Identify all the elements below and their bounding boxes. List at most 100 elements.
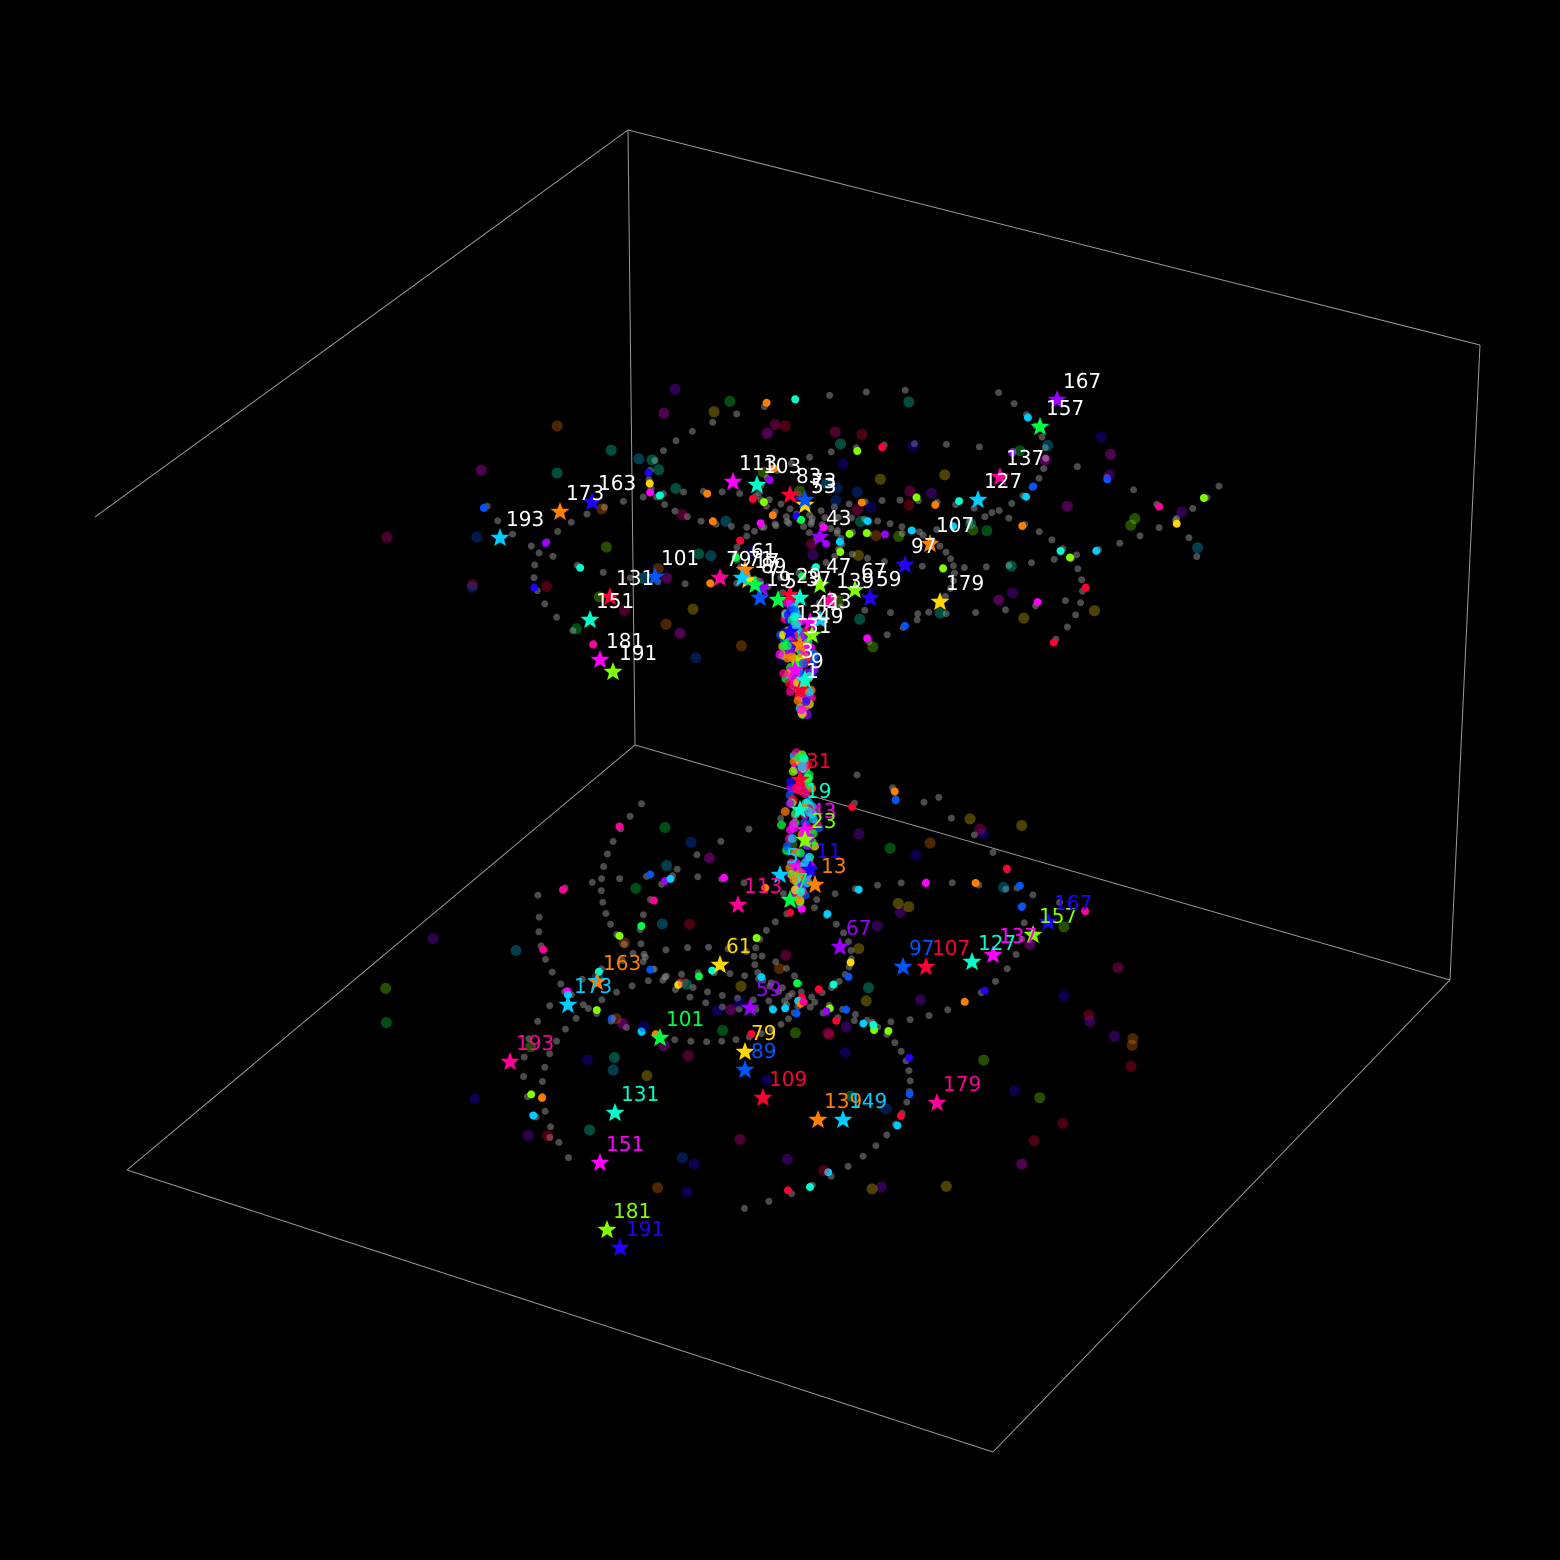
upper-label-59: 59: [876, 567, 901, 591]
lower-haze-34: [1112, 962, 1124, 974]
lower-point-0-15: [896, 1111, 905, 1120]
upper-trail-1-21: [1038, 433, 1046, 441]
lower-haze-76: [924, 837, 936, 849]
lower-trail-4-13: [620, 940, 628, 948]
upper-haze-11: [779, 420, 791, 432]
upper-haze-76: [769, 419, 781, 431]
lower-star-5: [770, 865, 790, 884]
upper-haze-40: [600, 541, 612, 553]
lower-trail-5-20: [948, 879, 956, 887]
upper-trail-2-1: [800, 523, 807, 530]
lower-star-179: [927, 1093, 947, 1112]
lower-point-0-21: [824, 1168, 833, 1177]
lower-trail-6-16: [572, 1014, 580, 1022]
upper-trail-4-16: [815, 599, 823, 607]
lower-trail-4-25: [638, 800, 645, 808]
lower-label-157: 157: [1039, 904, 1077, 928]
upper-trail-6-2: [786, 505, 794, 513]
upper-stem-84: [809, 664, 819, 674]
upper-stem-139: [787, 652, 797, 662]
upper-trail-2-8: [881, 558, 888, 565]
upper-trail-5-25: [1193, 553, 1201, 561]
upper-haze-30: [821, 477, 832, 489]
upper-point-5-13: [878, 443, 887, 452]
upper-trail-8-1: [808, 515, 816, 522]
lower-haze-27: [871, 920, 883, 932]
lower-point-8-24: [559, 885, 567, 894]
lower-trail-8-22: [616, 875, 624, 883]
lower-haze-33: [682, 1050, 694, 1062]
upper-point-7-9: [931, 500, 940, 509]
lower-trail-3-14: [639, 911, 647, 919]
upper-trail-4-21: [942, 610, 950, 618]
lower-trail-8-13: [811, 904, 818, 912]
lower-label-109: 109: [769, 1067, 807, 1091]
lower-trail-7-4: [783, 964, 790, 972]
upper-star-127: [968, 490, 988, 509]
lower-trail-3-21: [777, 814, 785, 822]
upper-point-3-22: [791, 395, 800, 404]
upper-star-113: [723, 472, 743, 491]
lower-point-0-5: [859, 1019, 868, 1028]
lower-haze-40: [618, 937, 630, 949]
lower-point-6-4: [757, 973, 766, 982]
lower-trail-8-17: [740, 879, 748, 887]
lower-haze-42: [717, 1024, 729, 1036]
upper-point-6-8: [703, 489, 712, 498]
upper-trail-8-10: [919, 531, 927, 539]
lower-label-31: 31: [806, 749, 831, 773]
lower-trail-1-22: [947, 814, 955, 822]
lower-label-151: 151: [606, 1132, 644, 1156]
upper-trail-7-24: [1063, 623, 1071, 631]
upper-trail-6-11: [639, 493, 647, 501]
lower-haze-43: [734, 1133, 746, 1145]
lower-trail-6-13: [613, 988, 621, 996]
lower-trail-1-23: [920, 798, 928, 806]
upper-trail-4-2: [771, 520, 779, 528]
box-edge-7: [992, 979, 1451, 1453]
axes-box: [94, 129, 1481, 1453]
upper-trail-2-19: [1116, 539, 1124, 547]
lower-haze-38: [638, 1020, 650, 1032]
lower-trail-0-25: [741, 1204, 748, 1212]
upper-trail-8-21: [925, 608, 933, 616]
upper-haze-61: [551, 467, 563, 479]
lower-trail-6-10: [661, 973, 669, 981]
upper-trail-0-18: [626, 574, 634, 582]
upper-trail-3-15: [651, 457, 659, 464]
lower-star-107: [916, 957, 936, 976]
upper-trail-6-3: [777, 500, 785, 508]
lower-point-6-22: [538, 1093, 546, 1102]
lower-point-8-12: [823, 910, 832, 918]
upper-trail-2-10: [918, 562, 926, 570]
lower-haze-89: [760, 1074, 772, 1086]
lower-trail-4-16: [602, 910, 610, 917]
upper-haze-79: [724, 395, 736, 407]
lower-haze-87: [884, 842, 896, 854]
upper-point-0-15: [706, 579, 715, 588]
upper-point-5-20: [1103, 475, 1112, 484]
lower-point-2-17: [592, 1006, 601, 1015]
lower-haze-62: [661, 860, 673, 872]
upper-trail-2-12: [960, 564, 968, 571]
upper-trail-4-20: [914, 610, 922, 618]
lower-stem-114: [788, 766, 798, 776]
upper-star-29: [780, 585, 800, 604]
lower-trail-0-20: [844, 1162, 852, 1170]
upper-trail-5-9: [788, 460, 795, 467]
lower-point-8-2: [814, 985, 823, 994]
upper-haze-28: [551, 420, 563, 432]
lower-trail-3-12: [637, 940, 645, 948]
upper-haze-47: [381, 531, 393, 543]
lower-trail-5-24: [1056, 899, 1064, 906]
lower-point-7-2: [793, 979, 802, 988]
lower-trail-7-12: [640, 950, 648, 958]
lower-haze-69: [1084, 1016, 1096, 1028]
lower-haze-81: [910, 849, 922, 861]
upper-point-0-2: [819, 523, 828, 532]
upper-trail-0-21: [549, 552, 557, 560]
lower-trail-5-7: [750, 952, 758, 960]
lower-trail-1-7: [906, 1016, 914, 1024]
lower-trail-0-4: [851, 1010, 859, 1018]
lower-haze-63: [617, 1018, 629, 1030]
